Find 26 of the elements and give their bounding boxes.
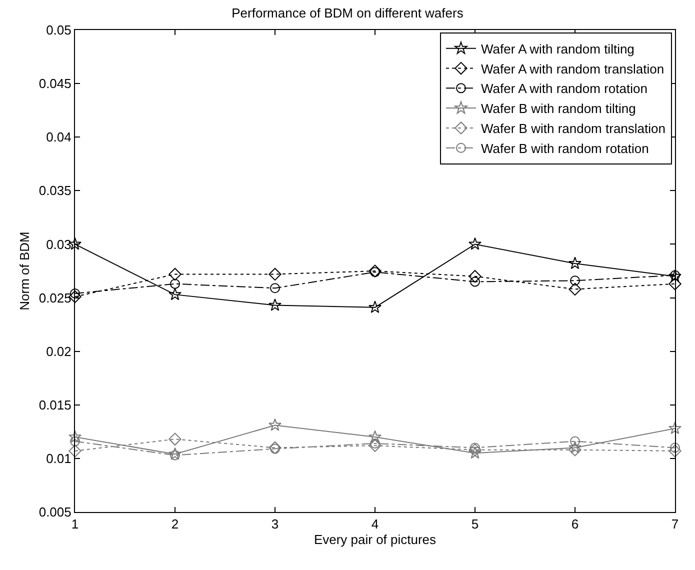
legend-label: Wafer A with random rotation: [481, 81, 648, 96]
y-tick-label: 0.03: [46, 236, 72, 252]
y-axis-title: Norm of BDM: [16, 232, 32, 310]
x-tick-label: 7: [671, 516, 679, 532]
x-tick-label: 2: [171, 516, 179, 532]
x-tick-label: 4: [371, 516, 379, 532]
y-tick-label: 0.05: [46, 22, 72, 38]
y-tick-label: 0.04: [46, 130, 72, 145]
y-tick-label: 0.01: [46, 450, 72, 466]
x-axis-title: Every pair of pictures: [314, 532, 437, 548]
y-tick-label: 0.025: [38, 290, 72, 306]
x-tick-label: 6: [571, 516, 579, 532]
y-tick-label: 0.005: [38, 504, 72, 520]
legend-label: Wafer A with random translation: [481, 61, 664, 76]
x-tick-label: 1: [71, 516, 79, 532]
chart-title: Performance of BDM on different wafers: [232, 6, 464, 21]
y-tick-label: 0.045: [38, 76, 72, 92]
y-tick-label: 0.02: [46, 344, 72, 359]
x-tick-label: 5: [471, 516, 479, 532]
x-tick-label: 3: [271, 516, 279, 532]
legend-label: Wafer B with random translation: [481, 121, 666, 136]
y-tick-label: 0.015: [38, 397, 72, 412]
y-tick-label: 0.035: [38, 183, 72, 198]
legend-label: Wafer B with random rotation: [481, 140, 649, 156]
legend-label: Wafer B with random tilting: [481, 101, 636, 116]
legend-label: Wafer A with random tilting: [481, 41, 634, 56]
